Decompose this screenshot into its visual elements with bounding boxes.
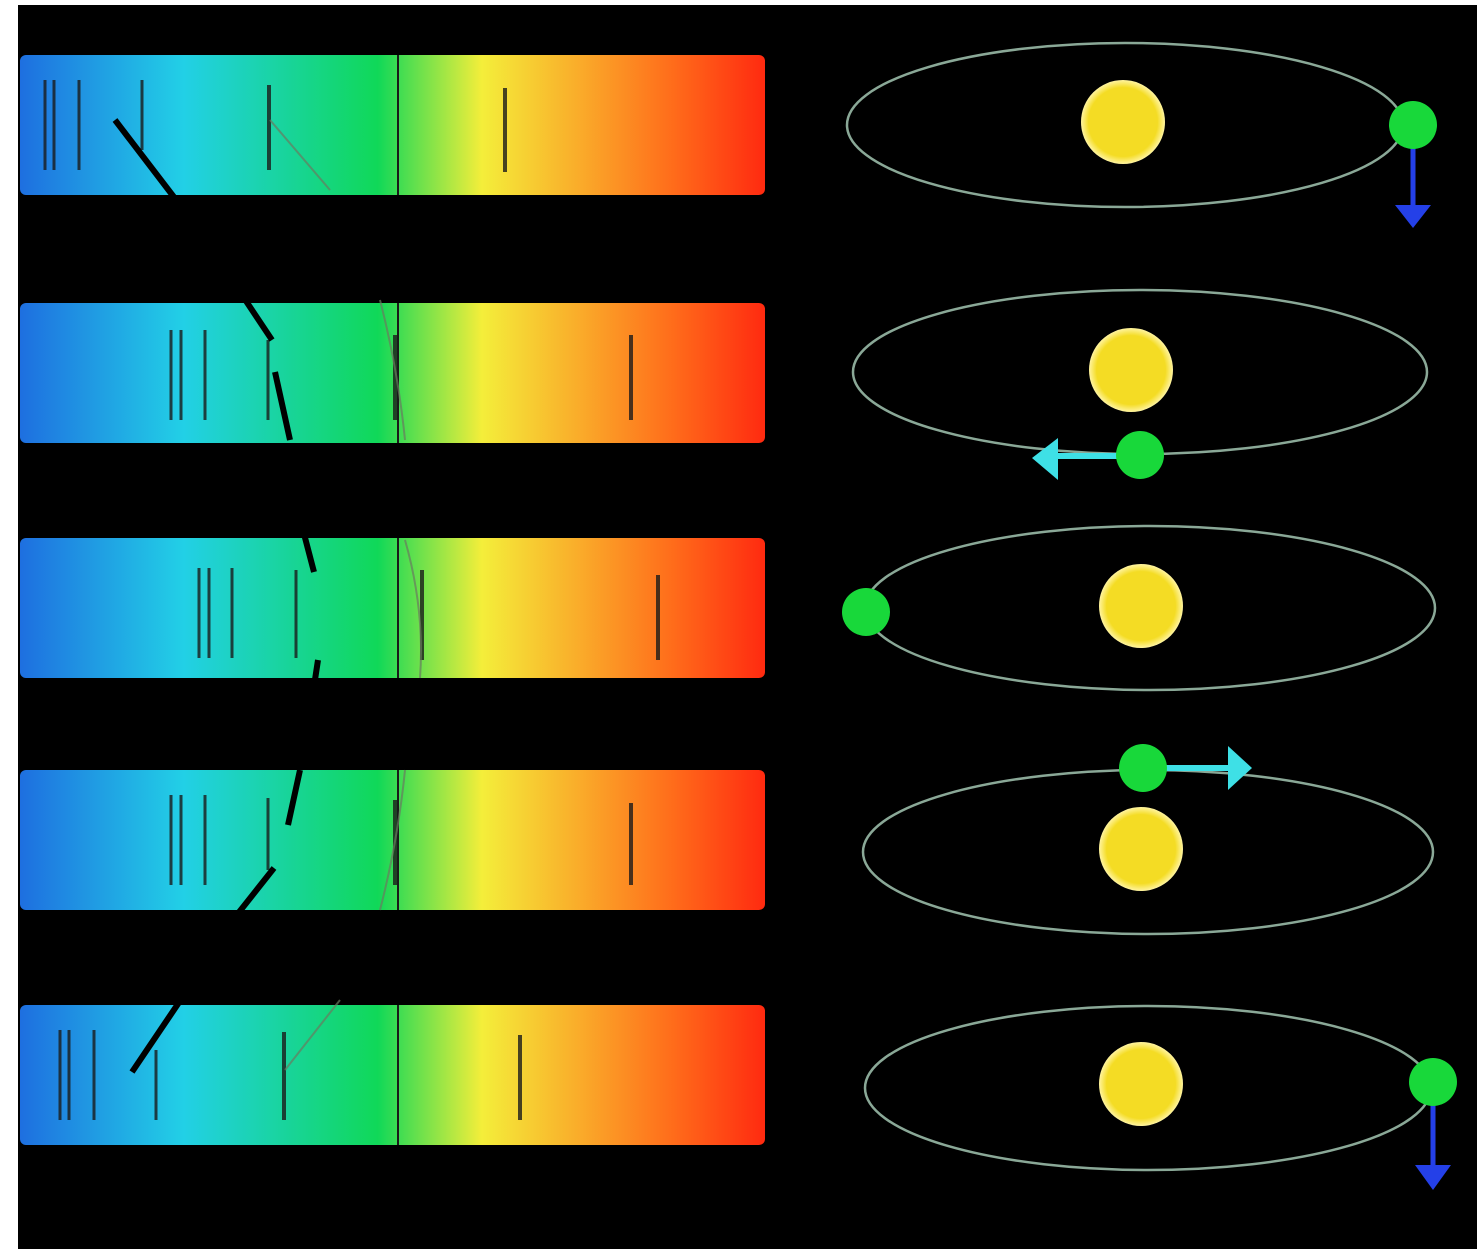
spectrum-panel-2 xyxy=(20,303,765,443)
orbit-panel-5 xyxy=(863,1004,1457,1190)
spectrum-strip xyxy=(20,303,765,443)
star-icon xyxy=(1089,328,1173,412)
planet-icon xyxy=(842,588,890,636)
planet-icon xyxy=(1116,431,1164,479)
star-icon xyxy=(1099,807,1183,891)
arrow-down-icon xyxy=(1415,1105,1451,1190)
doppler-wobble-curve xyxy=(112,118,321,1074)
spectrum-strip xyxy=(20,1005,765,1145)
planet-icon xyxy=(1389,101,1437,149)
arrow-left-icon xyxy=(1032,438,1120,480)
arrow-down-icon xyxy=(1395,145,1431,228)
spectrum-strip xyxy=(20,770,765,910)
spectrum-panel-3 xyxy=(20,538,765,678)
orbit-panel-1 xyxy=(845,41,1437,228)
star-icon xyxy=(1099,1042,1183,1126)
planet-icon xyxy=(1409,1058,1457,1106)
spectrum-strip xyxy=(20,538,765,678)
orbit-panel-3 xyxy=(842,524,1437,692)
orbit-panel-2 xyxy=(851,288,1429,480)
arrow-right-icon xyxy=(1160,746,1252,790)
spectrum-panel-5 xyxy=(20,1005,765,1145)
orbit-panel-4 xyxy=(861,744,1435,936)
star-icon xyxy=(1081,80,1165,164)
planet-icon xyxy=(1119,744,1167,792)
spectrum-panel-4 xyxy=(20,770,765,910)
line-tracking-curve xyxy=(269,119,422,1071)
spectrum-strip xyxy=(20,55,765,195)
spectrum-panel-1 xyxy=(20,55,765,195)
star-icon xyxy=(1099,564,1183,648)
